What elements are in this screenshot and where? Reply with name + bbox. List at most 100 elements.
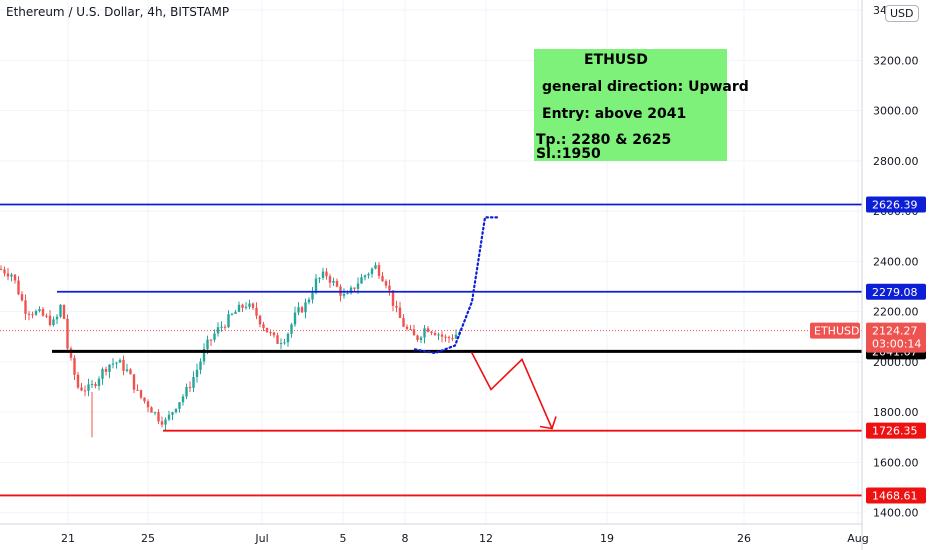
candle-body — [0, 268, 3, 270]
x-tick-label: 25 — [141, 532, 155, 545]
candle-body — [48, 315, 52, 326]
note-entry: Entry: above 2041 — [542, 106, 687, 122]
y-tick-label: 1800.00 — [873, 406, 919, 419]
currency-button[interactable]: USD — [885, 5, 919, 22]
candle-body — [10, 274, 13, 277]
candle-body — [269, 332, 272, 334]
candle-body — [276, 335, 279, 344]
y-tick-label: 3000.00 — [873, 105, 919, 118]
candle-body — [41, 309, 45, 316]
candle-body — [83, 390, 87, 392]
candle-body — [307, 299, 311, 303]
candle-body — [13, 274, 17, 281]
candle-body — [237, 304, 241, 312]
x-tick-label: 19 — [600, 532, 614, 545]
candle-body — [73, 357, 76, 375]
resistance-2-price-tag — [866, 196, 926, 213]
candle-body — [356, 283, 360, 289]
bullish-projection[interactable] — [413, 216, 501, 355]
candle-body — [360, 277, 363, 284]
candle-body — [391, 290, 395, 306]
candle-body — [101, 368, 104, 379]
candle-body — [136, 389, 139, 391]
chart-title: Ethereum / U.S. Dollar, 4h, BITSTAMP — [6, 5, 230, 19]
resistance-1-price-tag — [866, 283, 926, 300]
candle-body — [202, 348, 206, 362]
candle-body — [398, 307, 402, 318]
y-tick-label: 3200.00 — [873, 54, 919, 67]
candle-body — [87, 384, 90, 391]
candle-body — [433, 333, 437, 336]
candle-body — [27, 313, 31, 315]
bearish-arrowhead — [539, 416, 557, 430]
candle-body — [363, 275, 367, 278]
candle-body — [388, 285, 391, 291]
candle-body — [342, 294, 346, 296]
candle-body — [293, 312, 297, 325]
candle-body — [153, 412, 157, 414]
candle-body — [115, 362, 118, 364]
candle-body — [402, 317, 405, 327]
bearish-projection[interactable] — [471, 352, 553, 430]
candle-body — [405, 326, 409, 329]
candle-body — [195, 369, 199, 377]
candle-body — [220, 326, 223, 328]
candle-body — [423, 328, 426, 338]
y-tick-label: 1600.00 — [873, 456, 919, 469]
candle-body — [251, 303, 255, 308]
candle-body — [248, 303, 251, 307]
candle-body — [409, 328, 412, 330]
candle-body — [45, 315, 48, 317]
x-tick-label: 21 — [61, 532, 75, 545]
candle-body — [454, 334, 458, 339]
candle-body — [265, 327, 269, 333]
candle-body — [349, 287, 353, 294]
candle-body — [188, 386, 192, 388]
current-price-tag — [866, 322, 926, 353]
candle-body — [318, 277, 321, 279]
bar-countdown: 03:00:14 — [872, 338, 921, 351]
candle-body — [171, 412, 174, 415]
candle-body — [297, 307, 300, 313]
x-tick-label: Jul — [254, 532, 268, 545]
candle-body — [80, 387, 83, 391]
candle-body — [139, 390, 143, 398]
x-tick-label: 5 — [340, 532, 347, 545]
candle-body — [440, 334, 444, 337]
candle-body — [321, 271, 325, 278]
candle-body — [216, 327, 220, 334]
candle-body — [150, 407, 153, 413]
candle-body — [66, 318, 69, 349]
candle-body — [206, 339, 209, 349]
resistance-2-price-label: 2626.39 — [872, 198, 918, 211]
x-tick-label: 8 — [402, 532, 409, 545]
candle-body — [437, 334, 440, 336]
candle-body — [146, 401, 150, 408]
candle-body — [111, 363, 115, 365]
candle-body — [286, 333, 290, 343]
candle-body — [157, 412, 160, 422]
candle-body — [132, 374, 136, 390]
candle-body — [412, 329, 416, 336]
candle-body — [332, 280, 335, 283]
candle-body — [59, 304, 62, 317]
candle-body — [213, 333, 216, 340]
candle-body — [234, 311, 237, 314]
candle-body — [108, 364, 111, 372]
target-2-price-label: 1468.61 — [872, 489, 918, 502]
target-1-price-label: 1726.35 — [872, 425, 918, 438]
candle-body — [283, 342, 286, 344]
candle-body — [34, 311, 38, 315]
note-tp: Tp.: 2280 & 2625 — [536, 132, 672, 148]
y-tick-label: 2400.00 — [873, 255, 919, 268]
candle-body — [328, 276, 332, 283]
note-direction: general direction: Upward — [542, 79, 749, 95]
candle-body — [174, 408, 178, 413]
candle-body — [381, 275, 384, 282]
candle-body — [199, 361, 202, 370]
y-tick-label: 2200.00 — [873, 306, 919, 319]
candle-body — [374, 265, 377, 269]
candle-body — [223, 326, 227, 328]
candle-body — [129, 369, 132, 375]
